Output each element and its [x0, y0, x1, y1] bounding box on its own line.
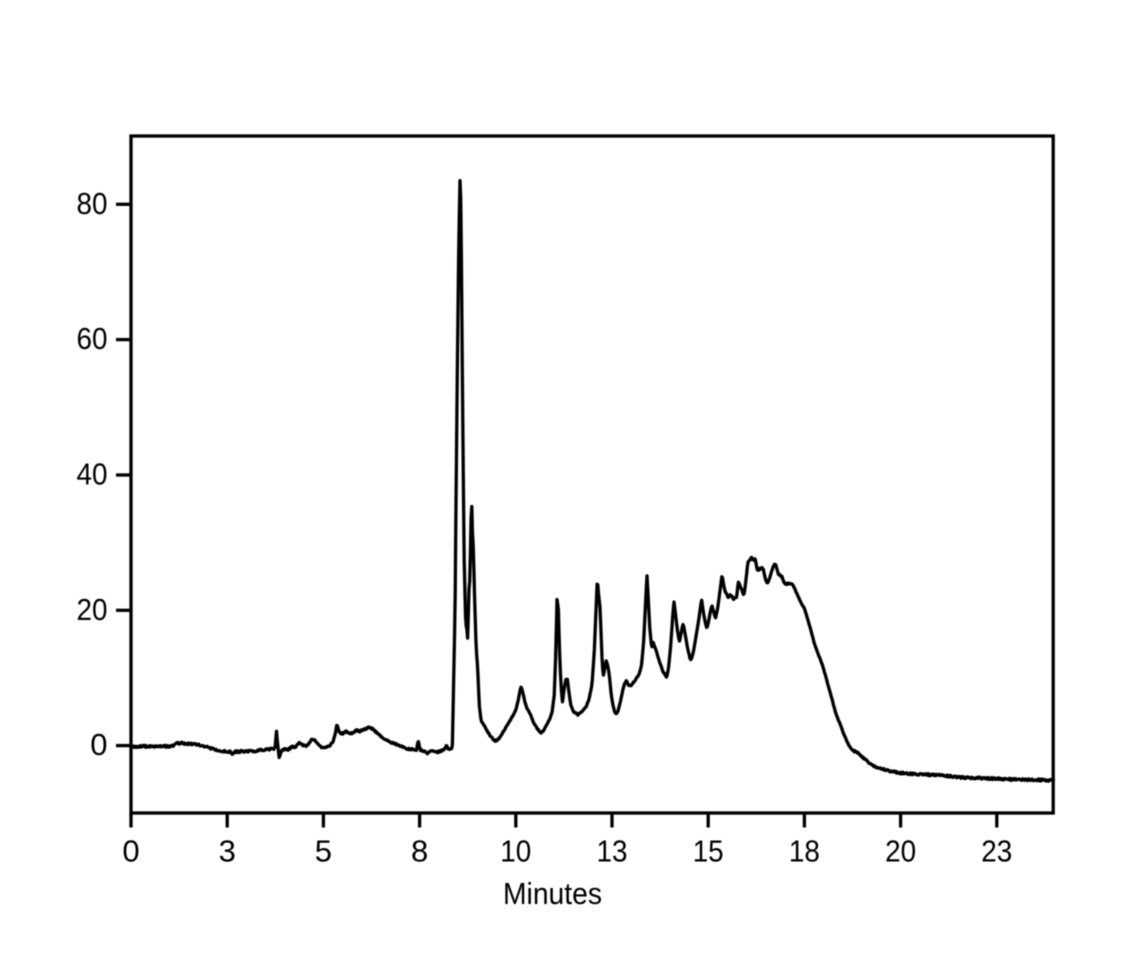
svg-text:0: 0: [122, 834, 139, 869]
svg-text:15: 15: [693, 834, 724, 869]
svg-text:23: 23: [981, 834, 1012, 869]
svg-text:40: 40: [77, 457, 108, 492]
svg-text:18: 18: [789, 834, 820, 869]
svg-text:0: 0: [90, 727, 107, 762]
svg-text:80: 80: [77, 186, 108, 221]
svg-text:3: 3: [219, 834, 236, 869]
svg-text:60: 60: [77, 321, 108, 356]
svg-text:20: 20: [77, 592, 108, 627]
svg-text:13: 13: [597, 834, 628, 869]
svg-text:5: 5: [315, 834, 332, 869]
svg-text:8: 8: [411, 834, 428, 869]
svg-text:10: 10: [500, 834, 531, 869]
svg-text:Minutes: Minutes: [503, 876, 602, 911]
svg-text:20: 20: [885, 834, 916, 869]
